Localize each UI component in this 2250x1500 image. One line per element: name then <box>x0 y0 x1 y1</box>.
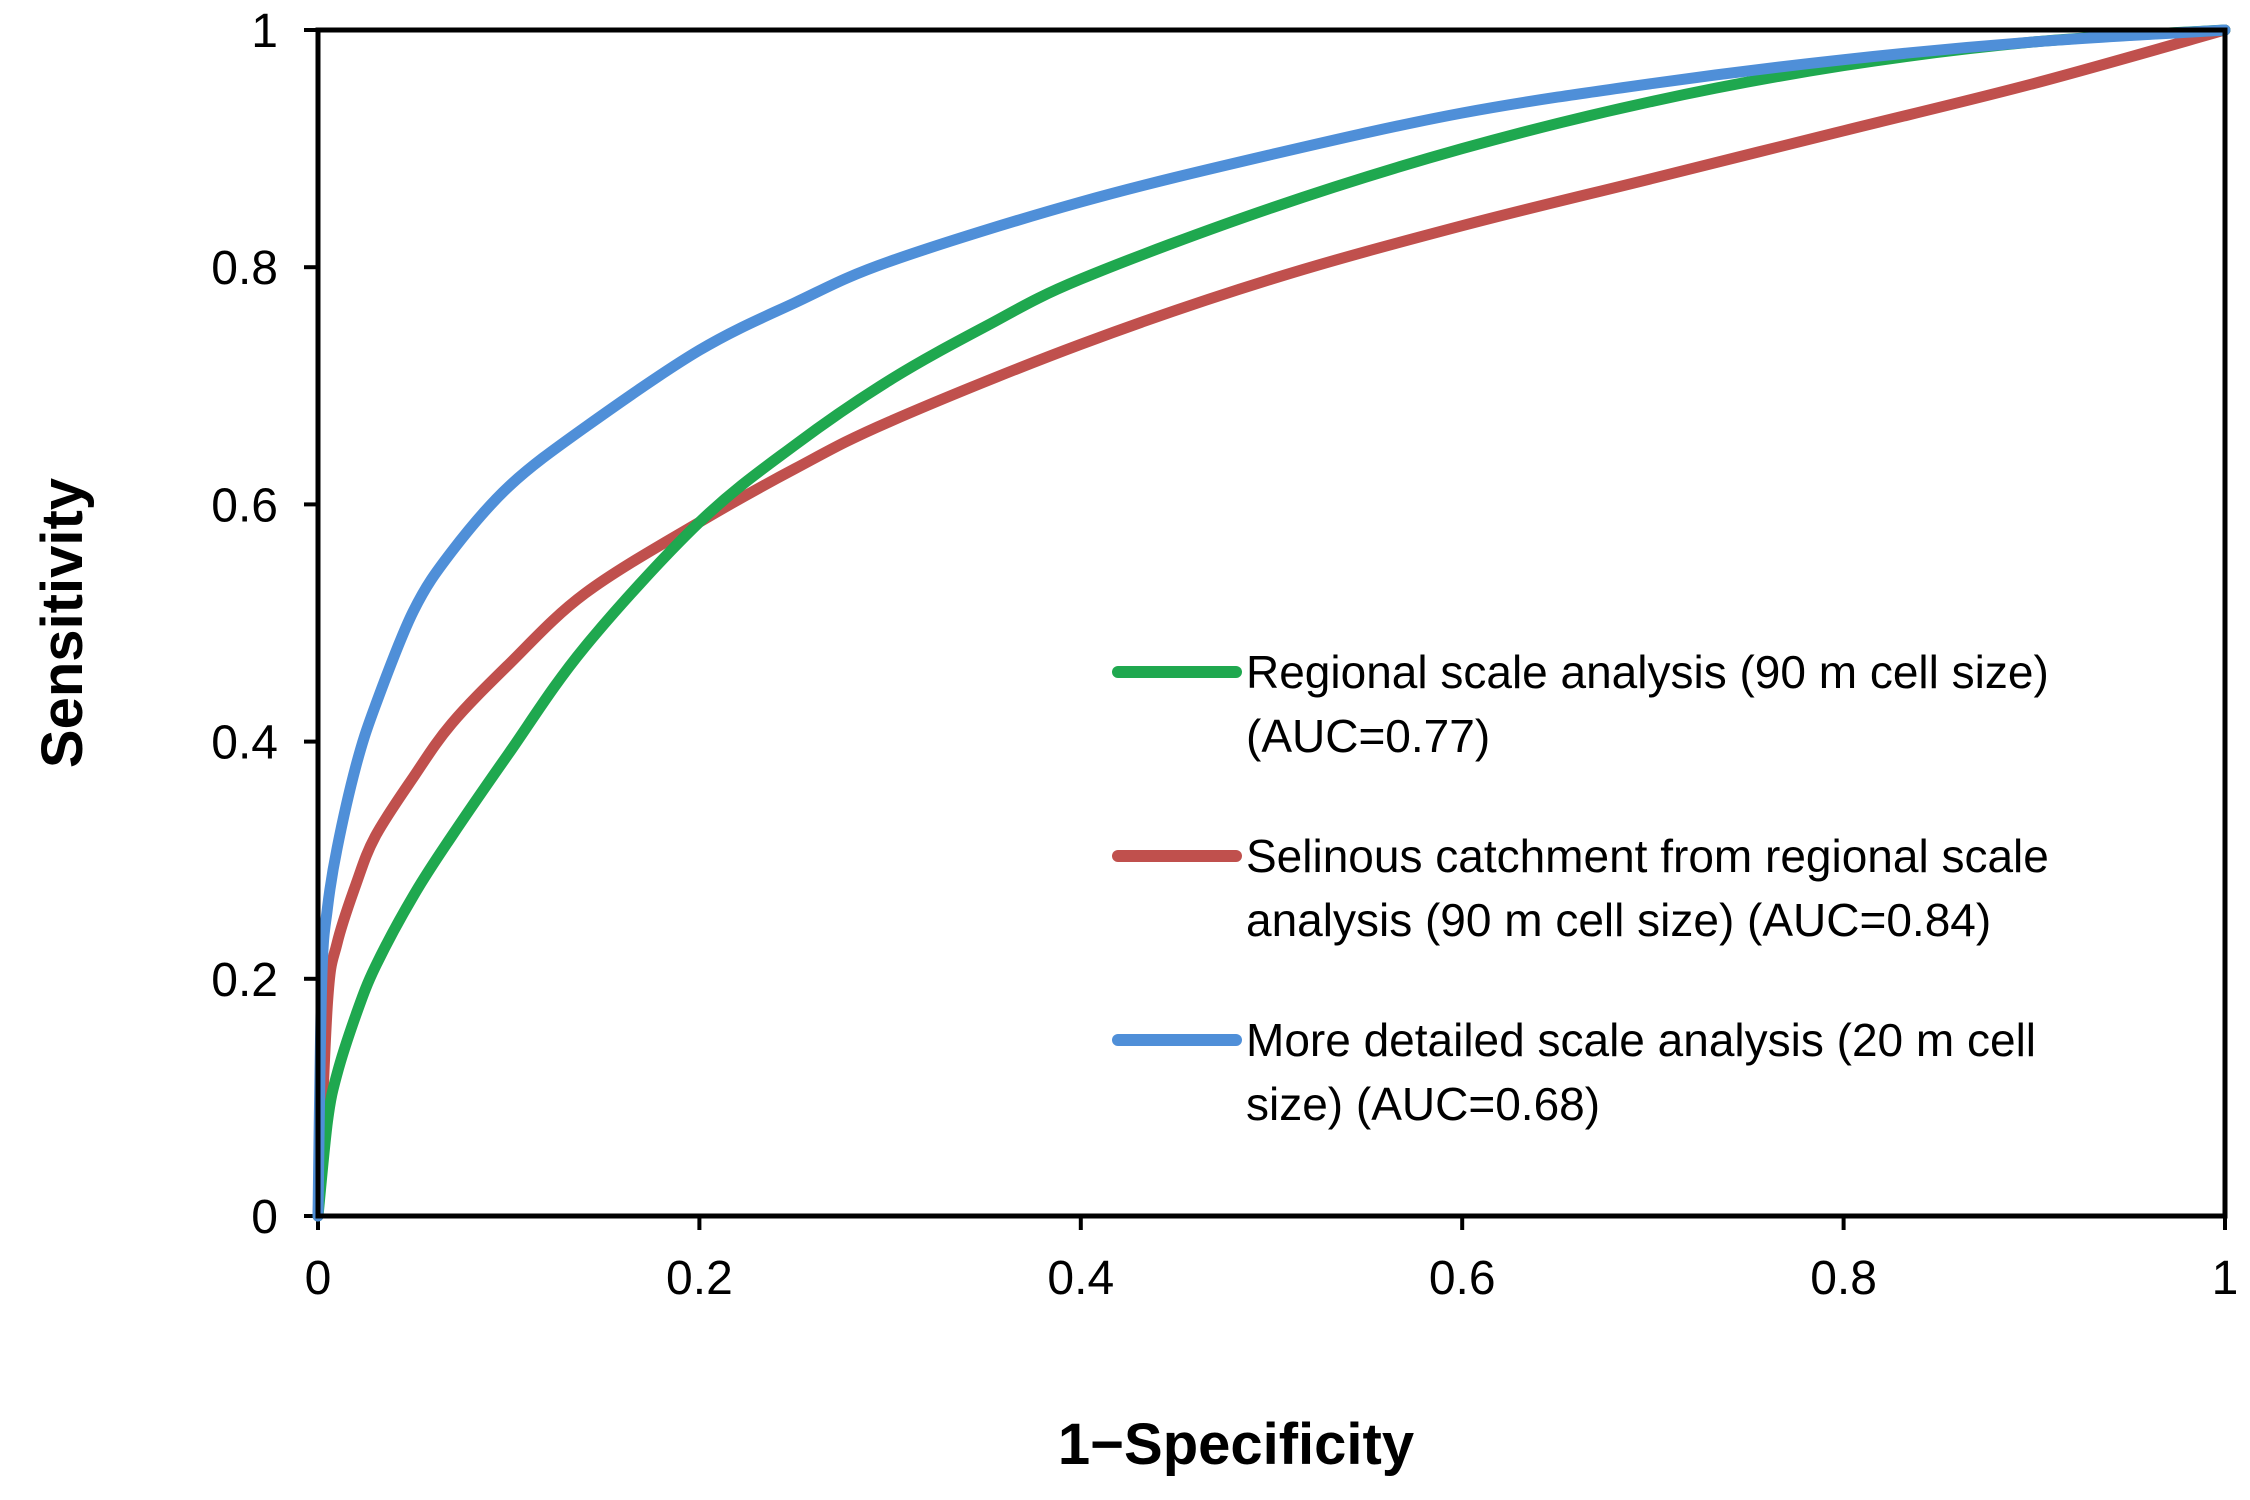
legend-label-1: Regional scale analysis (90 m cell size) <box>1246 646 2049 698</box>
tick-layer: 0 0.2 0.4 0.6 0.8 1 0 0.2 0.4 0.6 0.8 1 <box>211 5 2238 1305</box>
legend-label-2: analysis (90 m cell size) (AUC=0.84) <box>1246 894 1991 946</box>
y-tick-label: 0.8 <box>211 242 278 295</box>
y-tick-label: 1 <box>251 5 278 58</box>
legend: Regional scale analysis (90 m cell size)… <box>1112 646 2049 1130</box>
series-line-1 <box>312 24 2231 1222</box>
series-layer <box>312 24 2231 1222</box>
x-tick-label: 1 <box>2212 1252 2239 1305</box>
x-tick-label: 0.2 <box>666 1252 733 1305</box>
legend-label-3: More detailed scale analysis (20 m cell <box>1246 1014 2036 1066</box>
x-axis-title: 1−Specificity <box>1058 1412 1414 1477</box>
y-tick-label: 0.2 <box>211 954 278 1007</box>
y-tick-label: 0.6 <box>211 479 278 532</box>
legend-label-3: size) (AUC=0.68) <box>1246 1078 1600 1130</box>
plot-frame <box>315 27 2228 1219</box>
series-line-3 <box>312 24 2231 1222</box>
y-axis-title: Sensitivity <box>30 478 95 768</box>
y-tick-label: 0.4 <box>211 717 278 770</box>
series-line-2 <box>312 24 2231 1222</box>
x-tick-label: 0.8 <box>1810 1252 1877 1305</box>
x-tick-label: 0 <box>305 1252 332 1305</box>
x-tick-label: 0.6 <box>1429 1252 1496 1305</box>
x-tick-label: 0.4 <box>1047 1252 1114 1305</box>
legend-label-1: (AUC=0.77) <box>1246 710 1490 762</box>
legend-label-2: Selinous catchment from regional scale <box>1246 830 2049 882</box>
y-tick-label: 0 <box>251 1191 278 1244</box>
